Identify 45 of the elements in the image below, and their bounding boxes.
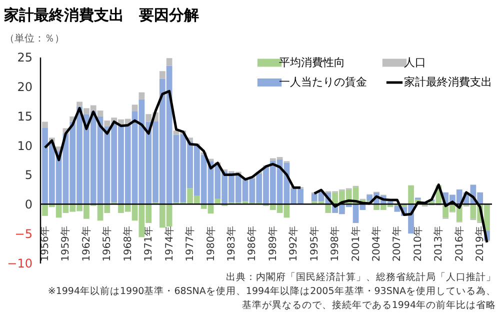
bar bbox=[159, 71, 166, 79]
x-tick-label: 2010年 bbox=[412, 226, 424, 262]
x-tick-label: 2007年 bbox=[391, 226, 404, 262]
x-tick-label: 2016年 bbox=[453, 226, 466, 262]
x-tick-label: 1986年 bbox=[246, 226, 258, 262]
bar bbox=[42, 122, 48, 128]
x-tick-label: 2001年 bbox=[350, 226, 362, 262]
y-tick-label: 5 bbox=[24, 168, 32, 182]
text: ※1994年以前は1990基準・68SNAを使用、1994年以降は2005年基準・93SNAを使用している為、 bbox=[46, 285, 496, 299]
text: 基準が異なるので、接続年である1994年の前年比は省略 bbox=[240, 299, 496, 313]
x-tick-label: 1992年 bbox=[288, 226, 300, 262]
bar bbox=[76, 102, 82, 108]
y-tick-label: 15 bbox=[17, 109, 32, 124]
x-tick-label: 1983年 bbox=[225, 226, 238, 262]
bar bbox=[166, 58, 172, 66]
x-tick-label: 2013年 bbox=[432, 226, 445, 262]
x-tick-label: 1977年 bbox=[184, 226, 196, 262]
x-tick-label: 1968年 bbox=[122, 226, 134, 262]
x-tick-label: 1974年 bbox=[163, 226, 176, 262]
y-tick-label: 25 bbox=[17, 50, 32, 64]
y-tick-label: −10 bbox=[7, 256, 32, 270]
x-tick-label: 1971年 bbox=[142, 226, 155, 262]
x-tick-label: 2019年 bbox=[474, 226, 486, 262]
x-tick-label: 1962年 bbox=[80, 226, 92, 262]
x-tick-label: 2004年 bbox=[370, 226, 382, 262]
x-tick-label: 1995年 bbox=[308, 226, 320, 262]
chart-title: 家計最終消費支出 要因分解 bbox=[4, 6, 199, 25]
y-tick-label: 0 bbox=[24, 198, 32, 212]
x-tick-label: 1965年 bbox=[101, 226, 114, 262]
x-tick-label: 1998年 bbox=[329, 226, 342, 262]
bar bbox=[138, 92, 145, 100]
legend-label: 人口 bbox=[404, 56, 426, 69]
y-axis-title: （単位：％） bbox=[4, 32, 64, 44]
source-note: 出典：内閣府「国民経済計算」、総務省統計局「人口推計」 bbox=[225, 271, 496, 285]
y-tick-label: −5 bbox=[14, 227, 32, 242]
legend-label: 一人当たりの賃金 bbox=[279, 76, 367, 88]
x-tick-label: 1959年 bbox=[60, 226, 72, 262]
x-tick-label: 1989年 bbox=[266, 226, 279, 262]
legend-label: 家計最終消費支出 bbox=[404, 76, 492, 88]
bar bbox=[325, 204, 332, 213]
legend-label: 平均消費性向 bbox=[279, 56, 345, 69]
bar bbox=[132, 104, 138, 112]
x-tick-label: 1980年 bbox=[204, 226, 217, 262]
y-tick-label: 20 bbox=[17, 80, 32, 94]
y-tick-label: 10 bbox=[17, 138, 32, 153]
